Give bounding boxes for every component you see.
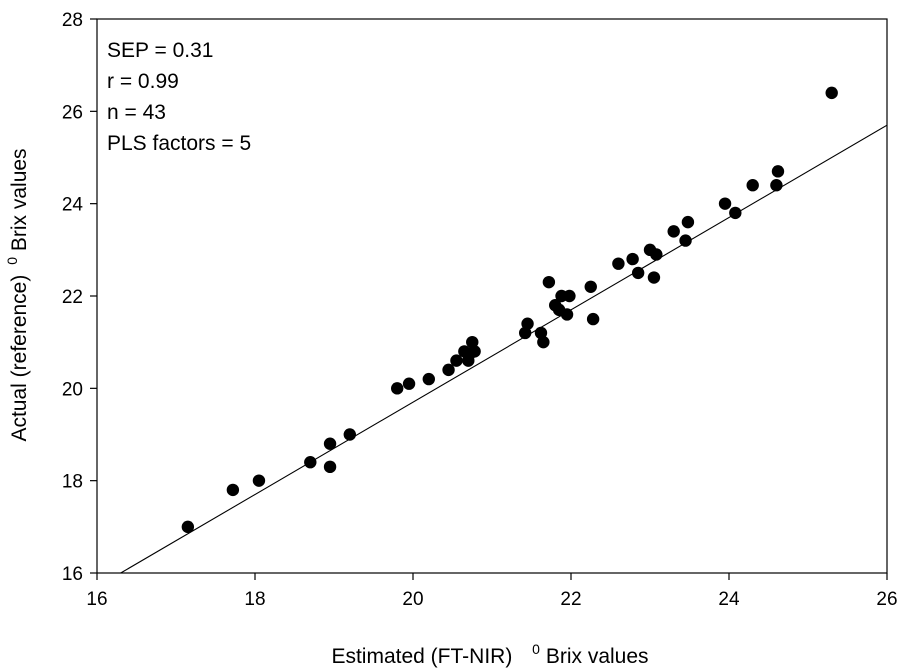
data-point (560, 308, 574, 321)
stat-sep: SEP = 0.31 (107, 39, 213, 62)
stats-annotation: SEP = 0.31 r = 0.99 n = 43 PLS factors =… (107, 39, 251, 155)
data-point (521, 317, 534, 330)
data-point (667, 225, 680, 238)
x-axis-title: Estimated (FT-NIR) 0 Brix values (331, 636, 648, 668)
x-tick-label: 16 (86, 589, 107, 610)
x-tick-label: 24 (718, 589, 740, 610)
y-tick-label: 24 (62, 195, 84, 216)
x-tick-label: 18 (244, 589, 265, 610)
data-point (542, 275, 556, 289)
data-point (681, 215, 695, 229)
y-tick-label: 28 (62, 10, 83, 31)
data-point (586, 312, 600, 326)
data-points (181, 86, 838, 534)
data-point (252, 474, 266, 487)
data-point (304, 456, 317, 469)
data-point (181, 520, 195, 534)
data-point (226, 483, 240, 497)
data-point (626, 252, 639, 266)
stat-pls-factors: PLS factors = 5 (107, 132, 251, 155)
y-axis-title-superscript: 0 (4, 257, 20, 265)
x-tick-label: 26 (876, 589, 897, 610)
data-point (323, 437, 337, 450)
data-point (442, 363, 455, 377)
stat-n: n = 43 (107, 101, 166, 124)
plot-area: 16 18 20 22 24 26 16 18 20 22 24 26 28 (62, 10, 898, 610)
x-axis-title-prefix: Estimated (FT-NIR) (331, 645, 512, 668)
regression-line (120, 124, 888, 574)
data-point (323, 460, 337, 474)
fit-line-layer (120, 124, 888, 574)
data-point (718, 197, 732, 210)
data-point (650, 248, 663, 261)
data-point (450, 354, 463, 367)
y-axis-title-prefix: Actual (reference) (8, 275, 31, 442)
data-point (402, 377, 416, 390)
data-point (537, 335, 550, 349)
x-axis-title-superscript: 0 (532, 641, 540, 657)
y-tick-label: 22 (62, 287, 83, 308)
data-point (825, 86, 838, 100)
data-point (468, 345, 481, 358)
data-point (771, 165, 785, 178)
y-tick-label: 26 (62, 102, 83, 123)
y-axis-title-suffix: Brix values (8, 148, 31, 251)
x-tick-label: 22 (560, 589, 581, 610)
data-point (343, 428, 356, 441)
x-axis-title-suffix: Brix values (546, 645, 649, 668)
data-point (612, 257, 625, 270)
plot-frame (96, 18, 888, 574)
y-tick-label: 18 (62, 472, 83, 493)
data-point (770, 179, 783, 192)
data-point (584, 280, 597, 293)
y-axis-title: Actual (reference) 0 Brix values (0, 148, 31, 441)
data-point (563, 289, 576, 303)
data-point (631, 266, 645, 280)
y-tick-label: 16 (62, 564, 83, 585)
y-tick-label: 20 (62, 379, 83, 400)
data-point (391, 382, 404, 395)
data-point (746, 179, 759, 192)
x-tick-label: 20 (402, 589, 423, 610)
stat-r: r = 0.99 (107, 70, 179, 93)
data-point (647, 271, 661, 284)
data-point (422, 372, 435, 386)
data-point (729, 206, 742, 220)
data-point (679, 234, 692, 247)
